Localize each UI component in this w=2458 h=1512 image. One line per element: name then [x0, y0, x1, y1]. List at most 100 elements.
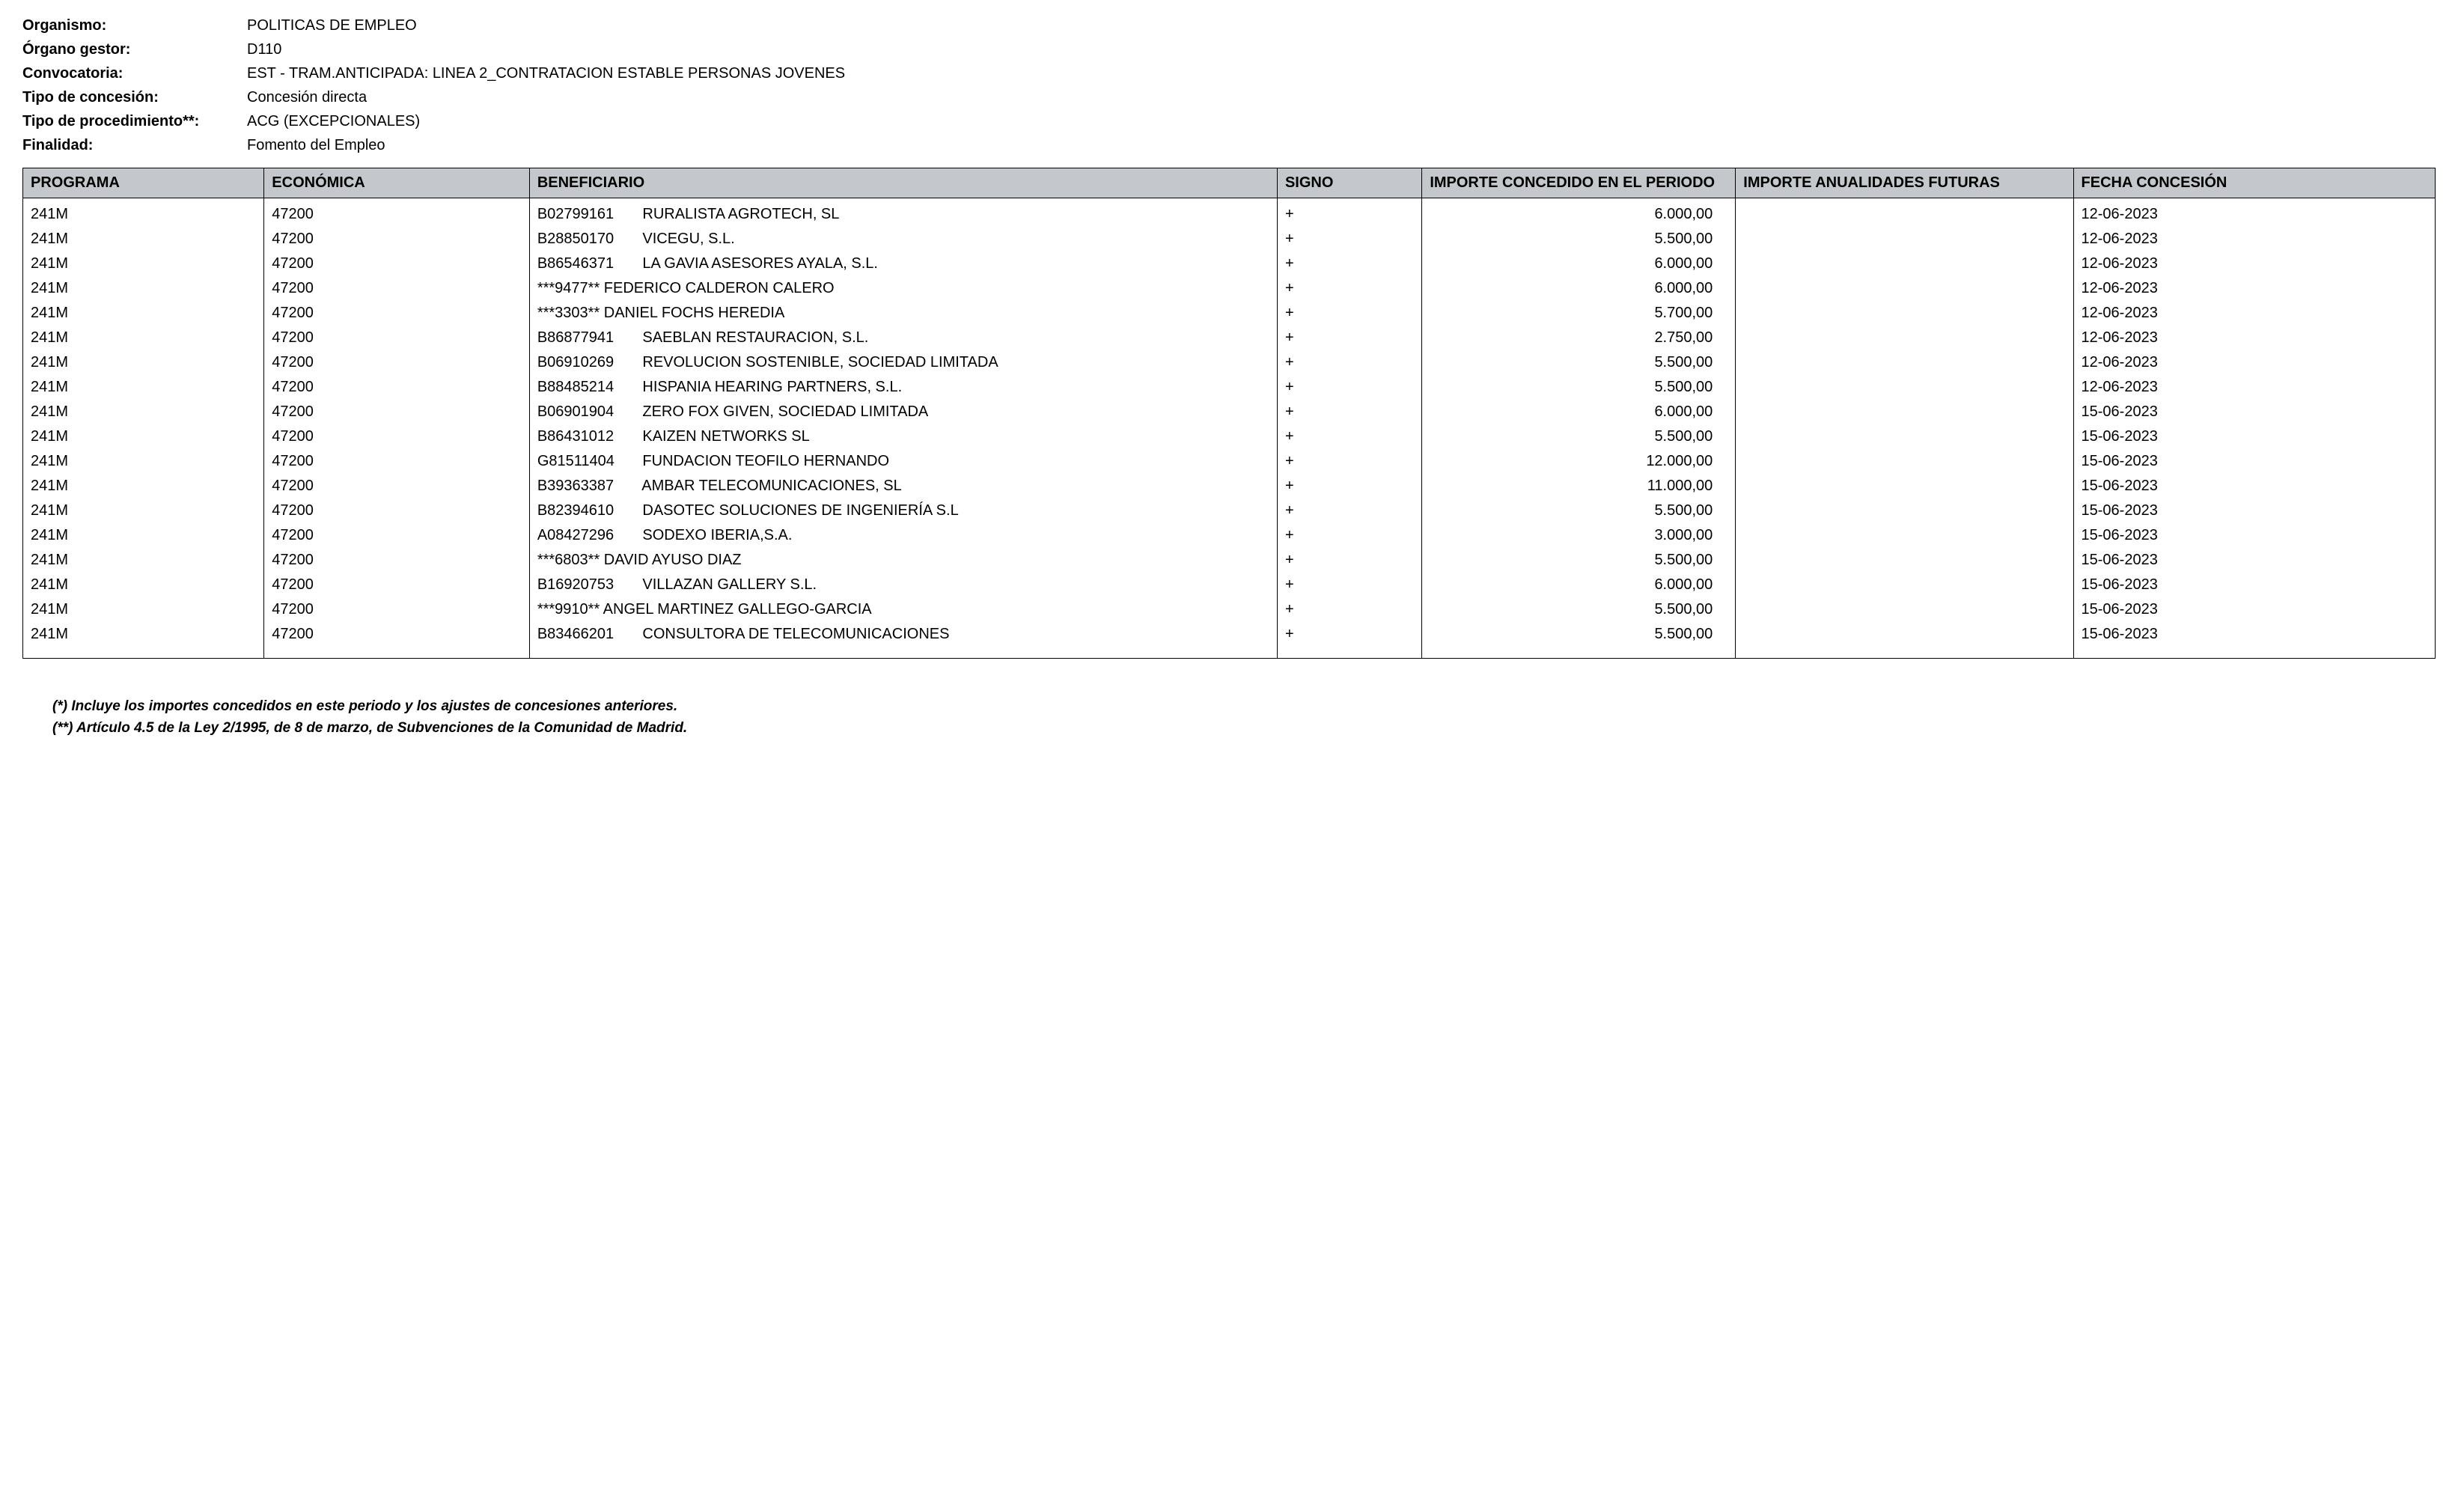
cell-programa: 241M	[23, 622, 264, 659]
footnote-line: (**) Artículo 4.5 de la Ley 2/1995, de 8…	[52, 718, 2436, 740]
beneficiario-id: B28850170	[537, 229, 638, 249]
cell-signo: +	[1277, 573, 1421, 597]
table-row: 241M47200B88485214 HISPANIA HEARING PART…	[23, 375, 2436, 400]
cell-fecha: 12-06-2023	[2073, 350, 2435, 375]
header-row: Tipo de concesión:Concesión directa	[22, 87, 2436, 108]
cell-economica: 47200	[264, 597, 530, 622]
header-value: D110	[247, 39, 2436, 60]
column-header-beneficiario: BENEFICIARIO	[529, 168, 1277, 198]
cell-importe-periodo: 6.000,00	[1422, 198, 1736, 228]
cell-economica: 47200	[264, 227, 530, 252]
header-value: Fomento del Empleo	[247, 135, 2436, 156]
column-header-signo: SIGNO	[1277, 168, 1421, 198]
table-row: 241M47200B06910269 REVOLUCION SOSTENIBLE…	[23, 350, 2436, 375]
cell-signo: +	[1277, 252, 1421, 276]
cell-importe-futuras	[1736, 375, 2073, 400]
header-label: Tipo de concesión:	[22, 87, 247, 108]
table-row: 241M47200B16920753 VILLAZAN GALLERY S.L.…	[23, 573, 2436, 597]
cell-signo: +	[1277, 227, 1421, 252]
cell-economica: 47200	[264, 198, 530, 228]
beneficiario-nombre: CONSULTORA DE TELECOMUNICACIONES	[638, 626, 950, 642]
cell-importe-periodo: 11.000,00	[1422, 474, 1736, 499]
beneficiario-id: G81511404	[537, 451, 638, 472]
cell-importe-periodo: 6.000,00	[1422, 276, 1736, 301]
cell-beneficiario: B28850170 VICEGU, S.L.	[529, 227, 1277, 252]
cell-beneficiario: B86546371 LA GAVIA ASESORES AYALA, S.L.	[529, 252, 1277, 276]
table-row: 241M47200B83466201 CONSULTORA DE TELECOM…	[23, 622, 2436, 659]
cell-fecha: 15-06-2023	[2073, 449, 2435, 474]
cell-beneficiario: B86431012 KAIZEN NETWORKS SL	[529, 424, 1277, 449]
table-row: 241M47200B02799161 RURALISTA AGROTECH, S…	[23, 198, 2436, 228]
cell-programa: 241M	[23, 597, 264, 622]
beneficiario-nombre: FUNDACION TEOFILO HERNANDO	[638, 453, 889, 469]
cell-economica: 47200	[264, 276, 530, 301]
beneficiario-nombre: LA GAVIA ASESORES AYALA, S.L.	[638, 255, 878, 272]
cell-importe-periodo: 6.000,00	[1422, 252, 1736, 276]
beneficiario-id: B39363387	[537, 476, 638, 496]
cell-beneficiario: B06910269 REVOLUCION SOSTENIBLE, SOCIEDA…	[529, 350, 1277, 375]
beneficiario-nombre: SAEBLAN RESTAURACION, S.L.	[638, 329, 869, 346]
column-header-programa: PROGRAMA	[23, 168, 264, 198]
column-header-fecha: FECHA CONCESIÓN	[2073, 168, 2435, 198]
cell-fecha: 12-06-2023	[2073, 276, 2435, 301]
cell-beneficiario: B86877941 SAEBLAN RESTAURACION, S.L.	[529, 326, 1277, 350]
table-row: 241M47200B39363387 AMBAR TELECOMUNICACIO…	[23, 474, 2436, 499]
cell-programa: 241M	[23, 474, 264, 499]
table-row: 241M47200B82394610 DASOTEC SOLUCIONES DE…	[23, 499, 2436, 523]
cell-programa: 241M	[23, 227, 264, 252]
table-header-row: PROGRAMAECONÓMICABENEFICIARIOSIGNOIMPORT…	[23, 168, 2436, 198]
cell-economica: 47200	[264, 400, 530, 424]
cell-fecha: 15-06-2023	[2073, 573, 2435, 597]
cell-signo: +	[1277, 449, 1421, 474]
table-body: 241M47200B02799161 RURALISTA AGROTECH, S…	[23, 198, 2436, 659]
cell-importe-futuras	[1736, 622, 2073, 659]
cell-economica: 47200	[264, 252, 530, 276]
cell-beneficiario: A08427296 SODEXO IBERIA,S.A.	[529, 523, 1277, 548]
cell-beneficiario: B39363387 AMBAR TELECOMUNICACIONES, SL	[529, 474, 1277, 499]
cell-fecha: 15-06-2023	[2073, 622, 2435, 659]
cell-importe-futuras	[1736, 252, 2073, 276]
table-row: 241M47200B86431012 KAIZEN NETWORKS SL+5.…	[23, 424, 2436, 449]
table-row: 241M47200B86546371 LA GAVIA ASESORES AYA…	[23, 252, 2436, 276]
beneficiario-nombre: VICEGU, S.L.	[638, 231, 735, 247]
header-value: EST - TRAM.ANTICIPADA: LINEA 2_CONTRATAC…	[247, 63, 2436, 84]
cell-importe-futuras	[1736, 449, 2073, 474]
cell-importe-futuras	[1736, 276, 2073, 301]
footnotes: (*) Incluye los importes concedidos en e…	[52, 696, 2436, 739]
cell-importe-futuras	[1736, 499, 2073, 523]
cell-beneficiario: ***9477** FEDERICO CALDERON CALERO	[529, 276, 1277, 301]
cell-fecha: 15-06-2023	[2073, 400, 2435, 424]
table-row: 241M47200A08427296 SODEXO IBERIA,S.A.+3.…	[23, 523, 2436, 548]
header-label: Tipo de procedimiento**:	[22, 111, 247, 132]
cell-economica: 47200	[264, 375, 530, 400]
cell-beneficiario: G81511404 FUNDACION TEOFILO HERNANDO	[529, 449, 1277, 474]
cell-importe-futuras	[1736, 597, 2073, 622]
cell-importe-periodo: 5.500,00	[1422, 350, 1736, 375]
beneficiario-id: B86546371	[537, 254, 638, 274]
cell-beneficiario: ***6803** DAVID AYUSO DIAZ	[529, 548, 1277, 573]
beneficiario-nombre: SODEXO IBERIA,S.A.	[638, 527, 793, 543]
cell-programa: 241M	[23, 375, 264, 400]
cell-fecha: 12-06-2023	[2073, 198, 2435, 228]
cell-fecha: 12-06-2023	[2073, 227, 2435, 252]
cell-programa: 241M	[23, 523, 264, 548]
cell-beneficiario: B06901904 ZERO FOX GIVEN, SOCIEDAD LIMIT…	[529, 400, 1277, 424]
beneficiario-nombre: DASOTEC SOLUCIONES DE INGENIERÍA S.L	[638, 502, 959, 519]
table-row: 241M47200B28850170 VICEGU, S.L.+5.500,00…	[23, 227, 2436, 252]
beneficiario-nombre: REVOLUCION SOSTENIBLE, SOCIEDAD LIMITADA	[638, 354, 998, 371]
cell-importe-futuras	[1736, 523, 2073, 548]
cell-importe-periodo: 5.500,00	[1422, 424, 1736, 449]
beneficiario-id: B06910269	[537, 353, 638, 373]
beneficiario-id: B86431012	[537, 427, 638, 447]
cell-importe-futuras	[1736, 227, 2073, 252]
cell-economica: 47200	[264, 350, 530, 375]
cell-importe-periodo: 5.500,00	[1422, 375, 1736, 400]
cell-importe-periodo: 5.500,00	[1422, 548, 1736, 573]
cell-signo: +	[1277, 198, 1421, 228]
beneficiario-id: A08427296	[537, 525, 638, 546]
cell-signo: +	[1277, 276, 1421, 301]
header-block: Organismo:POLITICAS DE EMPLEOÓrgano gest…	[22, 15, 2436, 156]
table-row: 241M47200B06901904 ZERO FOX GIVEN, SOCIE…	[23, 400, 2436, 424]
cell-fecha: 15-06-2023	[2073, 548, 2435, 573]
beneficiario-nombre: ZERO FOX GIVEN, SOCIEDAD LIMITADA	[638, 403, 928, 420]
